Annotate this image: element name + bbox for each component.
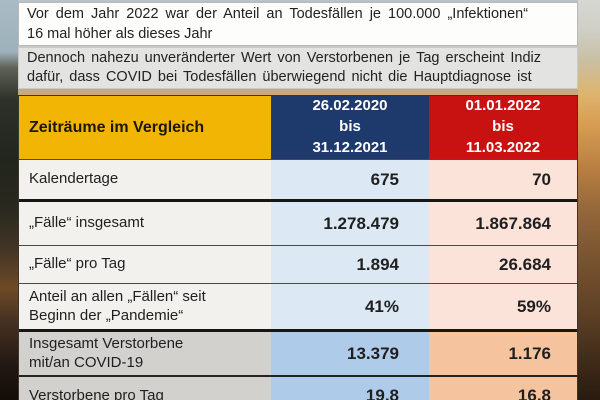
comparison-table: Zeiträume im Vergleich 26.02.2020 bis 31… — [18, 95, 578, 400]
period1-value: 41% — [271, 284, 429, 329]
table-header-row: Zeiträume im Vergleich 26.02.2020 bis 31… — [19, 96, 577, 159]
period1-value: 1.278.479 — [271, 202, 429, 245]
row-label-line2: Beginn der „Pandemie“ — [29, 306, 184, 324]
table-row: Verstorbene pro Tag 19,8 16,8 — [19, 375, 577, 400]
period1-connector: bis — [339, 118, 361, 136]
period1-to: 31.12.2021 — [312, 138, 388, 156]
period1-value: 13.379 — [271, 332, 429, 375]
period1-header-cell: 26.02.2020 bis 31.12.2021 — [271, 96, 429, 159]
background-photo-right-strip — [578, 0, 600, 400]
row-label: „Fälle“ pro Tag — [19, 246, 271, 283]
row-label-line1: Kalendertage — [29, 170, 119, 188]
period1-value: 19,8 — [271, 377, 429, 400]
subheadline-line1: Dennoch nahezu unveränderter Wert von Ve… — [27, 50, 541, 66]
headline-line2: 16 mal höher als dieses Jahr — [27, 26, 213, 42]
table-row: Anteil an allen „Fällen“ seit Beginn der… — [19, 283, 577, 329]
period2-value: 1.176 — [429, 332, 577, 375]
period2-value: 59% — [429, 284, 577, 329]
subheadline-line2: dafür, dass COVID bei Todesfällen überwi… — [27, 69, 532, 85]
table-title-cell: Zeiträume im Vergleich — [19, 96, 271, 159]
table-row: „Fälle“ insgesamt 1.278.479 1.867.864 — [19, 199, 577, 245]
period1-from: 26.02.2020 — [312, 97, 388, 115]
row-label: Insgesamt Verstorbene mit/an COVID-19 — [19, 332, 271, 375]
headline-banner: Vor dem Jahr 2022 war der Anteil an Tode… — [18, 2, 578, 46]
period2-value: 26.684 — [429, 246, 577, 283]
subheadline-banner: Dennoch nahezu unveränderter Wert von Ve… — [18, 47, 578, 89]
row-label-line1: „Fälle“ pro Tag — [29, 255, 126, 273]
table-body: Kalendertage 675 70 „Fälle“ insgesamt 1.… — [19, 159, 577, 400]
period2-from: 01.01.2022 — [465, 97, 541, 115]
period2-value: 16,8 — [429, 377, 577, 400]
row-label: Kalendertage — [19, 160, 271, 199]
period1-value: 675 — [271, 160, 429, 199]
row-label-line1: Verstorbene pro Tag — [29, 386, 164, 400]
row-label: Anteil an allen „Fällen“ seit Beginn der… — [19, 284, 271, 329]
period1-value: 1.894 — [271, 246, 429, 283]
period2-to: 11.03.2022 — [465, 138, 541, 156]
table-row: Kalendertage 675 70 — [19, 159, 577, 199]
row-label: Verstorbene pro Tag — [19, 377, 271, 400]
row-label-line1: Insgesamt Verstorbene — [29, 334, 184, 352]
background-photo-left-strip — [0, 0, 18, 400]
period2-value: 70 — [429, 160, 577, 199]
period2-header-cell: 01.01.2022 bis 11.03.2022 — [429, 96, 577, 159]
table-row: „Fälle“ pro Tag 1.894 26.684 — [19, 245, 577, 283]
headline-line1: Vor dem Jahr 2022 war der Anteil an Tode… — [27, 6, 529, 22]
row-label-line1: „Fälle“ insgesamt — [29, 214, 145, 232]
table-row: Insgesamt Verstorbene mit/an COVID-19 13… — [19, 329, 577, 375]
row-label-line2: mit/an COVID-19 — [29, 353, 144, 371]
period2-value: 1.867.864 — [429, 202, 577, 245]
period2-connector: bis — [492, 118, 514, 136]
row-label-line1: Anteil an allen „Fällen“ seit — [29, 287, 206, 305]
row-label: „Fälle“ insgesamt — [19, 202, 271, 245]
